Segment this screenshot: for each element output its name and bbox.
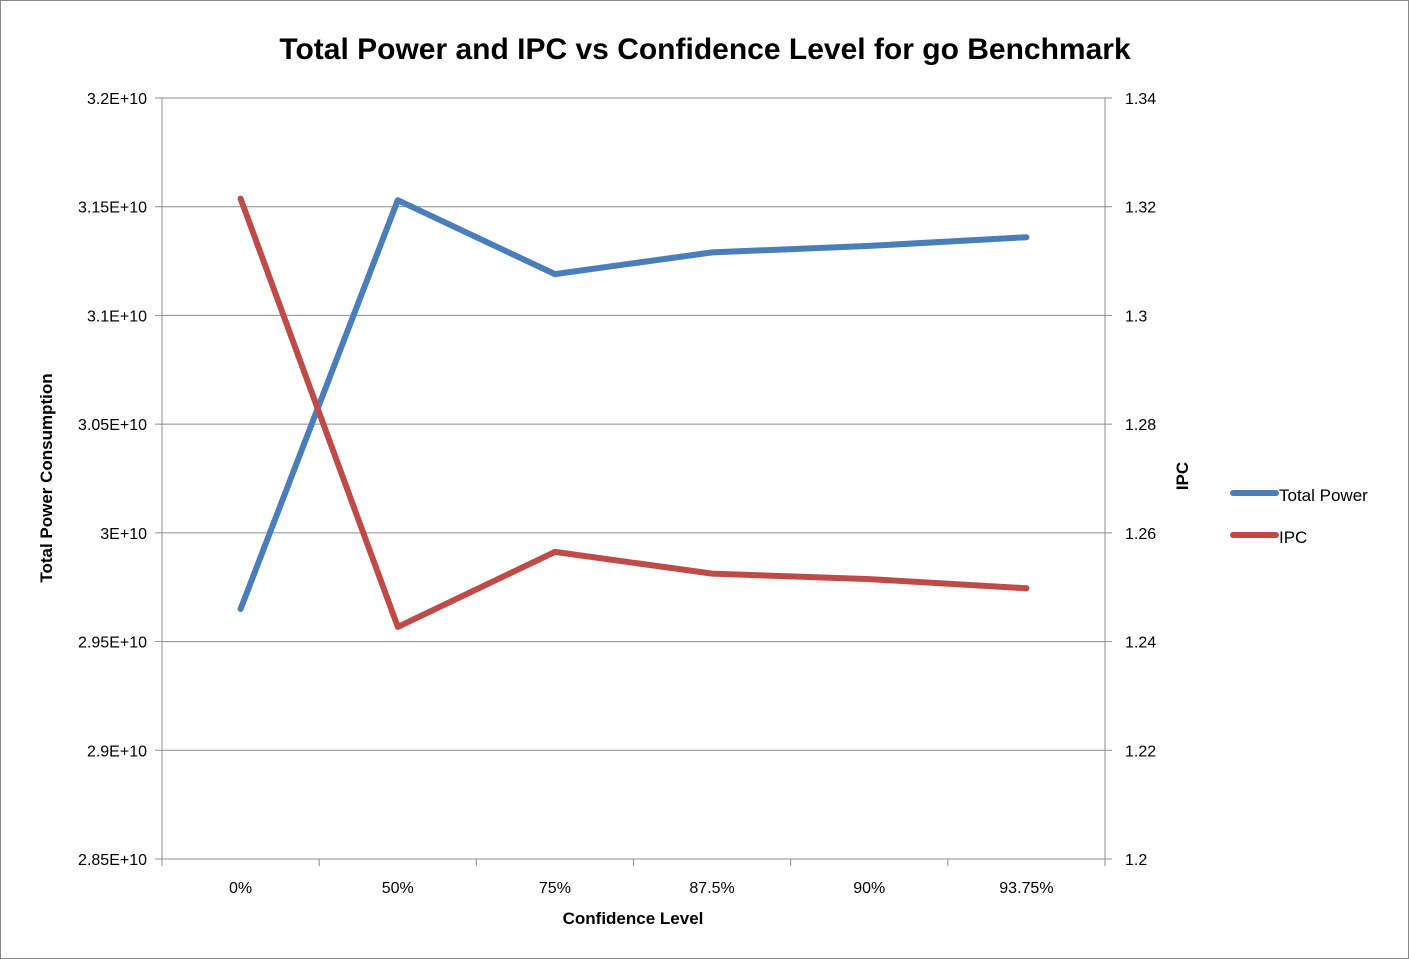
y-tick-label: 3.2E+10 <box>87 91 147 108</box>
grid-layer <box>162 97 1105 860</box>
x-tick-label: 75% <box>539 880 571 897</box>
x-tick-label: 90% <box>853 880 885 897</box>
y2-tick-label: 1.2 <box>1125 852 1147 869</box>
x-tick-label: 50% <box>382 880 414 897</box>
legend: Total Power IPC <box>1230 486 1368 547</box>
series-line-total-power <box>237 197 1030 612</box>
series-line-ipc <box>237 195 1030 630</box>
y-axis-label: Total Power Consumption <box>37 373 56 582</box>
y2-tick-label: 1.32 <box>1125 200 1156 217</box>
y2-tick-label: 1.22 <box>1125 743 1156 760</box>
y2-tick-label: 1.3 <box>1125 308 1147 325</box>
y-tick-label: 2.85E+10 <box>78 852 147 869</box>
y-tick-label: 3.05E+10 <box>78 417 147 434</box>
legend-label-total-power: Total Power <box>1279 486 1368 505</box>
y2-tick-label: 1.24 <box>1125 635 1156 652</box>
series-layer <box>237 195 1030 630</box>
axes-layer <box>161 98 1106 860</box>
y-tick-label: 3.15E+10 <box>78 200 147 217</box>
chart-title: Total Power and IPC vs Confidence Level … <box>279 33 1131 66</box>
y2-tick-label: 1.28 <box>1125 417 1156 434</box>
y2-tick-label: 1.34 <box>1125 91 1156 108</box>
ticks-layer: 2.85E+10 2.9E+10 2.95E+10 3E+10 3.05E+10 3.1E… <box>78 91 1156 897</box>
y-tick-label: 2.95E+10 <box>78 635 147 652</box>
y-tick-label: 2.9E+10 <box>87 743 147 760</box>
x-axis-label: Confidence Level <box>563 909 704 928</box>
legend-label-ipc: IPC <box>1279 528 1307 547</box>
x-tick-label: 0% <box>229 880 252 897</box>
y-tick-label: 3E+10 <box>100 526 147 543</box>
y2-tick-label: 1.26 <box>1125 526 1156 543</box>
x-tick-label: 87.5% <box>689 880 734 897</box>
y-tick-label: 3.1E+10 <box>87 308 147 325</box>
y2-axis-label: IPC <box>1173 462 1192 490</box>
x-tick-label: 93.75% <box>999 880 1053 897</box>
